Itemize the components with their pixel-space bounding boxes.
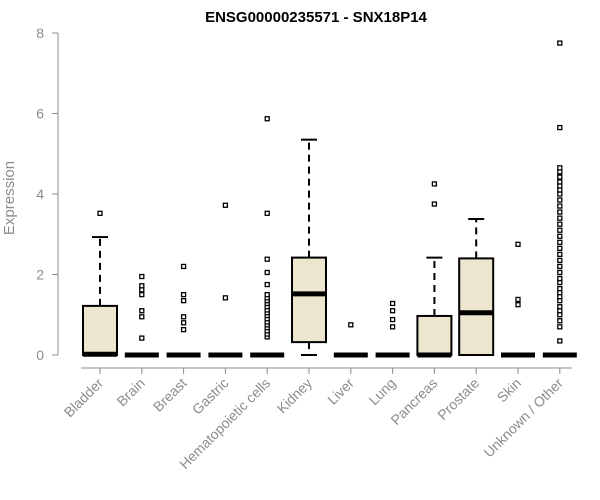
- outlier-point: [222, 202, 229, 208]
- box-kidney: [291, 138, 327, 356]
- y-tick-label: 6: [36, 106, 44, 122]
- outlier-point: [557, 263, 563, 270]
- outlier-point: [557, 227, 563, 233]
- outlier-point: [557, 179, 563, 185]
- box-pancreas: [416, 181, 453, 358]
- outlier-point: [557, 165, 563, 171]
- outlier-point: [180, 298, 187, 304]
- outlier-point: [557, 304, 563, 310]
- outlier-point: [264, 210, 270, 216]
- outlier-point: [389, 316, 396, 323]
- outlier-point: [557, 209, 563, 215]
- x-tick-label: Kidney: [274, 375, 316, 417]
- outlier-point: [139, 314, 145, 320]
- box-unknown-other: [542, 40, 577, 358]
- outlier-point: [557, 318, 563, 324]
- x-tick-label: Skin: [494, 375, 525, 406]
- outlier-point: [557, 215, 563, 221]
- outlier-point: [557, 285, 563, 292]
- y-tick-label: 4: [36, 186, 44, 202]
- x-tick-label: Liver: [324, 375, 357, 408]
- outlier-point: [139, 291, 145, 298]
- outlier-point: [557, 174, 563, 180]
- outlier-point: [515, 241, 521, 247]
- outlier-point: [515, 302, 521, 308]
- outlier-point: [180, 320, 187, 326]
- outlier-point: [431, 201, 438, 207]
- outlier-point: [557, 251, 563, 258]
- outlier-point: [180, 263, 187, 270]
- x-tick-label: Breast: [150, 375, 190, 415]
- outlier-point: [97, 210, 103, 216]
- outlier-point: [557, 338, 563, 344]
- outlier-point: [389, 324, 396, 330]
- outlier-point: [557, 275, 563, 282]
- outlier-point: [557, 324, 563, 330]
- outlier-point: [557, 245, 563, 251]
- x-tick-label: Bladder: [61, 375, 107, 421]
- box-brain: [124, 273, 159, 358]
- outlier-point: [264, 256, 270, 262]
- outlier-point: [264, 116, 270, 122]
- outlier-point: [557, 197, 563, 203]
- box-skin: [501, 241, 535, 358]
- box-breast: [166, 263, 201, 358]
- y-axis-label: Expression: [1, 161, 18, 235]
- outlier-point: [557, 269, 563, 276]
- box-prostate: [458, 217, 495, 356]
- box-bladder: [82, 210, 118, 357]
- iqr-box: [416, 314, 453, 356]
- y-axis-ticks: 0 2 4 6 8: [36, 25, 58, 363]
- x-tick-label: Brain: [113, 375, 147, 409]
- x-tick-label: Prostate: [434, 375, 482, 423]
- box-lung: [375, 300, 410, 358]
- box-hematopoietic-cells: [250, 116, 285, 358]
- iqr-box: [82, 304, 118, 356]
- outlier-point: [557, 124, 563, 131]
- outlier-point: [222, 295, 229, 301]
- outlier-point: [557, 40, 563, 46]
- y-tick-label: 2: [36, 267, 44, 283]
- outlier-point: [180, 291, 187, 298]
- iqr-box: [458, 257, 495, 356]
- box-gastric: [208, 202, 243, 358]
- outlier-point: [264, 269, 270, 276]
- outlier-point: [264, 281, 270, 288]
- y-tick-label: 8: [36, 25, 44, 41]
- chart-title: ENSG00000235571 - SNX18P14: [205, 9, 427, 26]
- outlier-point: [515, 296, 521, 303]
- iqr-box: [291, 256, 327, 344]
- y-tick-label: 0: [36, 347, 44, 363]
- outlier-point: [180, 314, 187, 320]
- outlier-point: [389, 300, 396, 307]
- outlier-point: [139, 273, 145, 280]
- outlier-point: [348, 322, 354, 328]
- x-tick-label: Unknown / Other: [480, 375, 566, 461]
- outlier-point: [139, 335, 145, 341]
- outlier-point: [557, 257, 563, 264]
- outlier-point: [264, 291, 270, 298]
- outlier-point: [557, 233, 563, 239]
- outlier-point: [389, 308, 396, 314]
- outlier-point: [557, 203, 563, 209]
- outlier-point: [557, 239, 563, 245]
- outlier-point: [139, 308, 145, 314]
- outlier-point: [180, 326, 187, 333]
- box-series: [82, 40, 577, 358]
- x-tick-label: Lung: [365, 375, 398, 408]
- outlier-point: [557, 221, 563, 227]
- box-liver: [333, 322, 368, 358]
- outlier-point: [431, 181, 438, 187]
- outlier-point: [139, 283, 145, 289]
